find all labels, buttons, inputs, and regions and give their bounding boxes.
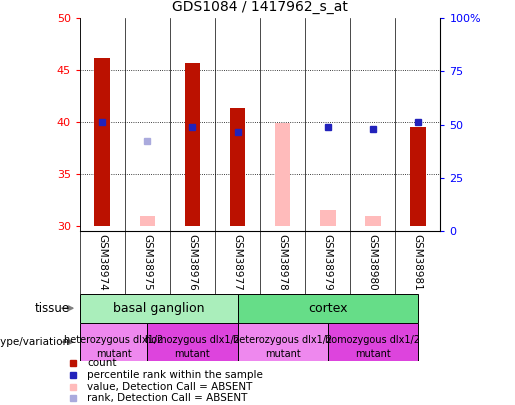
Bar — [230, 109, 246, 226]
Bar — [328, 323, 418, 361]
Title: GDS1084 / 1417962_s_at: GDS1084 / 1417962_s_at — [172, 0, 348, 15]
Bar — [80, 294, 237, 323]
Text: genotype/variation: genotype/variation — [0, 337, 70, 347]
Text: GSM38980: GSM38980 — [368, 234, 377, 291]
Bar — [365, 216, 381, 226]
Text: mutant: mutant — [96, 349, 131, 358]
Text: GSM38978: GSM38978 — [278, 234, 287, 291]
Text: rank, Detection Call = ABSENT: rank, Detection Call = ABSENT — [87, 393, 248, 403]
Bar — [237, 294, 418, 323]
Text: GSM38976: GSM38976 — [187, 234, 197, 291]
Bar — [184, 63, 200, 226]
Text: cortex: cortex — [308, 302, 348, 315]
Bar — [147, 323, 237, 361]
Text: tissue: tissue — [35, 302, 70, 315]
Text: heterozygous dlx1/2: heterozygous dlx1/2 — [64, 335, 163, 345]
Text: homozygous dlx1/2: homozygous dlx1/2 — [145, 335, 240, 345]
Text: count: count — [87, 358, 116, 369]
Text: GSM38979: GSM38979 — [323, 234, 333, 291]
Text: GSM38975: GSM38975 — [143, 234, 152, 291]
Bar — [94, 58, 110, 226]
Text: mutant: mutant — [355, 349, 390, 358]
Text: GSM38977: GSM38977 — [233, 234, 243, 291]
Text: mutant: mutant — [265, 349, 300, 358]
Bar — [410, 127, 426, 226]
Bar — [237, 323, 328, 361]
Text: homozygous dlx1/2: homozygous dlx1/2 — [325, 335, 420, 345]
Bar — [274, 123, 290, 226]
Bar — [140, 216, 156, 226]
Text: mutant: mutant — [175, 349, 210, 358]
Bar — [320, 210, 336, 226]
Text: heterozygous dlx1/2: heterozygous dlx1/2 — [233, 335, 332, 345]
Text: value, Detection Call = ABSENT: value, Detection Call = ABSENT — [87, 382, 252, 392]
Text: basal ganglion: basal ganglion — [113, 302, 204, 315]
Text: percentile rank within the sample: percentile rank within the sample — [87, 370, 263, 380]
Text: GSM38981: GSM38981 — [413, 234, 423, 291]
Bar — [80, 323, 147, 361]
Text: GSM38974: GSM38974 — [97, 234, 107, 291]
